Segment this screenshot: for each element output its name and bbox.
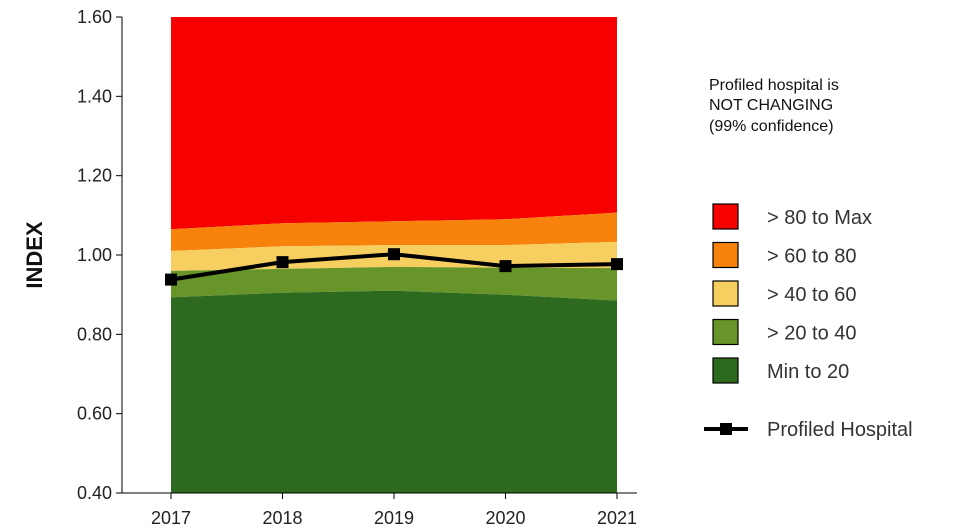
- band-min-to-20: [171, 290, 617, 493]
- y-tick-label: 0.80: [77, 324, 112, 344]
- legend-swatch: [712, 241, 739, 269]
- x-tick-label: 2020: [485, 508, 525, 528]
- legend-label: > 20 to 40: [767, 323, 857, 345]
- y-tick-label: 1.60: [77, 7, 112, 27]
- legend-swatch: [712, 357, 739, 384]
- legend-label: > 80 to Max: [767, 207, 872, 229]
- y-tick-label: 1.20: [77, 166, 112, 186]
- legend-label: > 60 to 80: [767, 246, 857, 268]
- legend-label: Profiled Hospital: [767, 419, 913, 441]
- band-80-to-max: [171, 17, 617, 230]
- legend-label: Min to 20: [767, 361, 849, 383]
- series-point: [388, 248, 400, 261]
- y-axis-title: INDEX: [22, 221, 47, 289]
- status-line-3: (99% confidence): [709, 118, 834, 135]
- series-point: [165, 273, 177, 286]
- band-60-to-80: [171, 212, 617, 251]
- legend-swatch: [712, 280, 739, 307]
- x-tick-label: 2018: [262, 508, 302, 528]
- x-tick-label: 2017: [151, 508, 191, 528]
- x-tick-label: 2021: [597, 508, 637, 528]
- series-point: [611, 258, 623, 271]
- series-layer: [165, 248, 623, 286]
- series-point: [499, 260, 512, 273]
- status-text: Profiled hospital is NOT CHANGING (99% c…: [709, 77, 839, 135]
- legend-series-marker: [720, 423, 732, 435]
- axes: 0.40 0.60 0.80 1.00 1.20 1.40 1.60 2017 2018 2019…: [77, 7, 637, 528]
- legend: > 80 to Max > 60 to 80 > 40 to 60 > 20 to 4…: [704, 203, 913, 441]
- status-line-1: Profiled hospital is: [709, 77, 839, 94]
- y-tick-label: 1.00: [77, 245, 112, 265]
- x-tick-label: 2019: [374, 508, 414, 528]
- legend-swatch: [712, 318, 739, 346]
- legend-swatch: [712, 203, 739, 230]
- status-line-2: NOT CHANGING: [709, 97, 833, 114]
- legend-label: > 40 to 60: [767, 284, 857, 306]
- y-tick-label: 0.60: [77, 404, 112, 424]
- series-point: [276, 256, 289, 269]
- band-20-to-40: [171, 266, 617, 301]
- y-tick-label: 1.40: [77, 86, 112, 106]
- y-tick-label: 0.40: [77, 483, 112, 503]
